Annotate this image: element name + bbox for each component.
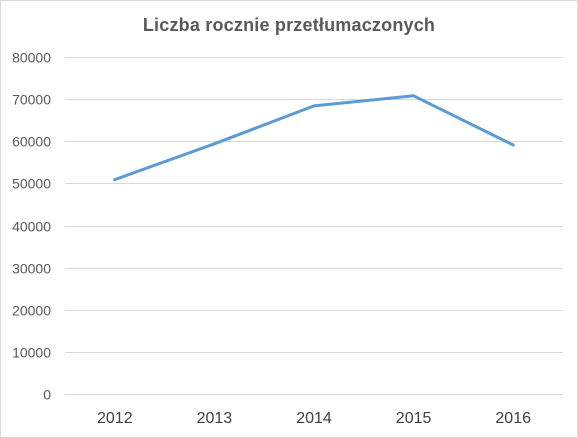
y-tick-label: 50000 <box>12 176 51 192</box>
y-tick-label: 10000 <box>12 345 51 361</box>
y-tick-label: 40000 <box>12 219 51 235</box>
y-tick-label: 30000 <box>12 261 51 277</box>
y-tick-label: 0 <box>43 387 51 403</box>
series-line <box>113 94 515 182</box>
x-tick-label: 2013 <box>197 410 233 427</box>
y-tick-label: 20000 <box>12 303 51 319</box>
x-tick-label: 2014 <box>296 410 332 427</box>
data-point <box>511 143 515 147</box>
x-tick-label: 2015 <box>396 410 432 427</box>
x-axis-tick-labels: 2012 2013 2014 2015 2016 <box>97 410 531 427</box>
y-tick-label: 80000 <box>12 50 51 66</box>
gridlines <box>65 57 563 395</box>
y-tick-label: 60000 <box>12 134 51 150</box>
data-point <box>212 142 216 146</box>
y-axis-tick-labels: 0 10000 20000 30000 40000 50000 60000 70000 8000… <box>12 50 51 403</box>
data-point <box>412 94 416 98</box>
x-tick-label: 2012 <box>97 410 133 427</box>
chart-title: Liczba rocznie przetłumaczonych <box>142 15 436 35</box>
data-point <box>312 104 316 108</box>
y-tick-label: 70000 <box>12 92 51 108</box>
series-lines <box>113 94 515 182</box>
x-tick-label: 2016 <box>495 410 531 427</box>
data-point <box>113 178 117 182</box>
